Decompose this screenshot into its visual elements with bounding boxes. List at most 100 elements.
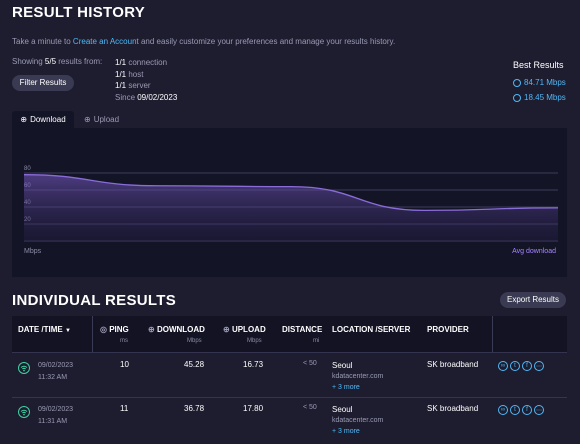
download-icon: [513, 78, 521, 87]
column-ping: ◎ PING: [100, 325, 129, 334]
row-download: 36.78: [184, 404, 205, 413]
since-prefix: Since: [115, 92, 138, 102]
row-provider: SK broadband: [427, 360, 479, 369]
row-server: kdatacenter.com: [332, 373, 384, 380]
tab-download[interactable]: ⊕ Download: [12, 111, 74, 128]
row-date: 09/02/2023: [38, 362, 74, 369]
row-time: 11:32 AM: [38, 374, 68, 381]
since-summary: Since 09/02/2023: [115, 92, 177, 104]
row-city: Seoul: [332, 361, 353, 370]
distance-unit: mi: [313, 338, 320, 344]
download-history-chart: 80604020MbpsAvg download: [23, 166, 559, 255]
showing-value: 5/5: [44, 57, 57, 66]
connection-summary: 1/1 connection: [115, 57, 177, 69]
download-tab-icon: ⊕: [20, 115, 28, 124]
table-row[interactable]: [12, 352, 567, 398]
best-upload-value: 18.45 Mbps: [524, 93, 566, 102]
column-provider: PROVIDER: [427, 325, 469, 334]
showing-count: Showing 5/5 results from:: [12, 57, 102, 66]
y-tick-label: 80: [24, 166, 31, 172]
upload-unit: Mbps: [247, 338, 262, 344]
intro-text: Take a minute to Create an Account and e…: [12, 37, 395, 46]
best-download: 84.71 Mbps: [513, 78, 566, 87]
row-upload: 17.80: [243, 404, 264, 413]
download-column-icon: ⊕: [148, 325, 155, 334]
row-upload: 16.73: [243, 360, 264, 369]
row-datetime: 09/02/2023 11:31 AM: [38, 404, 73, 428]
row-datetime: 09/02/2023 11:32 AM: [38, 360, 73, 384]
best-download-value: 84.71 Mbps: [524, 78, 566, 87]
server-summary: 1/1 server: [115, 80, 177, 92]
intro-prefix: Take a minute to: [12, 37, 73, 46]
column-divider: [492, 316, 493, 352]
row-date: 09/02/2023: [38, 406, 74, 413]
column-date-time[interactable]: DATE /TIME ▼: [18, 325, 71, 334]
chart-panel: 80604020MbpsAvg download: [12, 128, 567, 277]
row-download: 45.28: [184, 360, 205, 369]
server-label: server: [128, 81, 151, 90]
column-upload: ⊕ UPLOAD: [223, 325, 266, 334]
row-location: Seoul kdatacenter.com + 3 more: [332, 404, 383, 437]
upload-header-label: UPLOAD: [231, 325, 266, 334]
since-date: 09/02/2023: [137, 92, 178, 102]
row-ping: 11: [120, 404, 129, 413]
sort-down-icon: ▼: [64, 328, 71, 334]
host-label: host: [128, 69, 144, 79]
row-provider: SK broadband: [427, 404, 479, 413]
export-results-button[interactable]: Export Results: [500, 292, 566, 308]
table-header: [12, 316, 567, 352]
row-time: 11:31 AM: [38, 418, 68, 425]
ping-header-label: PING: [109, 325, 129, 334]
link-icon[interactable]: ∞: [498, 405, 508, 415]
column-distance: DISTANCE: [282, 325, 323, 334]
tab-upload[interactable]: ⊕ Upload: [84, 111, 119, 128]
row-share-actions: ∞ t f ⋯: [498, 405, 544, 415]
tab-download-label: Download: [30, 115, 66, 124]
facebook-icon[interactable]: f: [522, 361, 532, 371]
individual-results-title: INDIVIDUAL RESULTS: [12, 292, 177, 309]
row-server: kdatacenter.com: [332, 417, 384, 424]
showing-suffix: results from:: [56, 57, 103, 66]
download-area: [24, 174, 558, 241]
host-count: 1/1: [115, 69, 127, 79]
create-account-link[interactable]: Create an Account: [72, 37, 139, 46]
row-ping: 10: [120, 360, 129, 369]
upload-icon: [513, 93, 521, 102]
more-servers-link[interactable]: + 3 more: [332, 428, 360, 435]
connection-label: connection: [128, 58, 168, 67]
intro-suffix: and easily customize your preferences an…: [138, 37, 396, 46]
best-upload: 18.45 Mbps: [513, 93, 566, 102]
table-row[interactable]: [12, 397, 567, 444]
ping-icon: ◎: [100, 325, 107, 334]
row-city: Seoul: [332, 405, 353, 414]
page-title: RESULT HISTORY: [12, 4, 146, 21]
upload-tab-icon: ⊕: [84, 115, 91, 124]
chart-legend: Avg download: [512, 248, 556, 255]
y-axis-label: Mbps: [24, 248, 42, 255]
server-count: 1/1: [115, 81, 127, 90]
twitter-icon[interactable]: t: [510, 361, 520, 371]
filter-summary: 1/1 connection 1/1 host 1/1 server Since…: [115, 57, 177, 103]
best-results-title: Best Results: [513, 60, 564, 70]
twitter-icon[interactable]: t: [510, 405, 520, 415]
download-unit: Mbps: [187, 338, 202, 344]
facebook-icon[interactable]: f: [522, 405, 532, 415]
wifi-icon: [18, 361, 30, 379]
row-distance: < 50: [303, 404, 317, 411]
filter-results-button[interactable]: Filter Results: [12, 75, 74, 91]
more-servers-link[interactable]: + 3 more: [332, 384, 360, 391]
row-distance: < 50: [303, 360, 317, 367]
column-divider: [92, 316, 93, 352]
column-location-server: LOCATION /SERVER: [332, 325, 411, 334]
row-location: Seoul kdatacenter.com + 3 more: [332, 360, 383, 393]
more-options-icon[interactable]: ⋯: [534, 405, 544, 415]
showing-prefix: Showing: [12, 57, 45, 66]
host-summary: 1/1 host: [115, 69, 177, 81]
wifi-icon: [18, 405, 30, 423]
date-header-label: DATE /TIME: [18, 325, 63, 334]
tab-upload-label: Upload: [93, 115, 120, 124]
link-icon[interactable]: ∞: [498, 361, 508, 371]
ping-unit: ms: [120, 338, 128, 344]
download-header-label: DOWNLOAD: [156, 325, 205, 334]
more-options-icon[interactable]: ⋯: [534, 361, 544, 371]
